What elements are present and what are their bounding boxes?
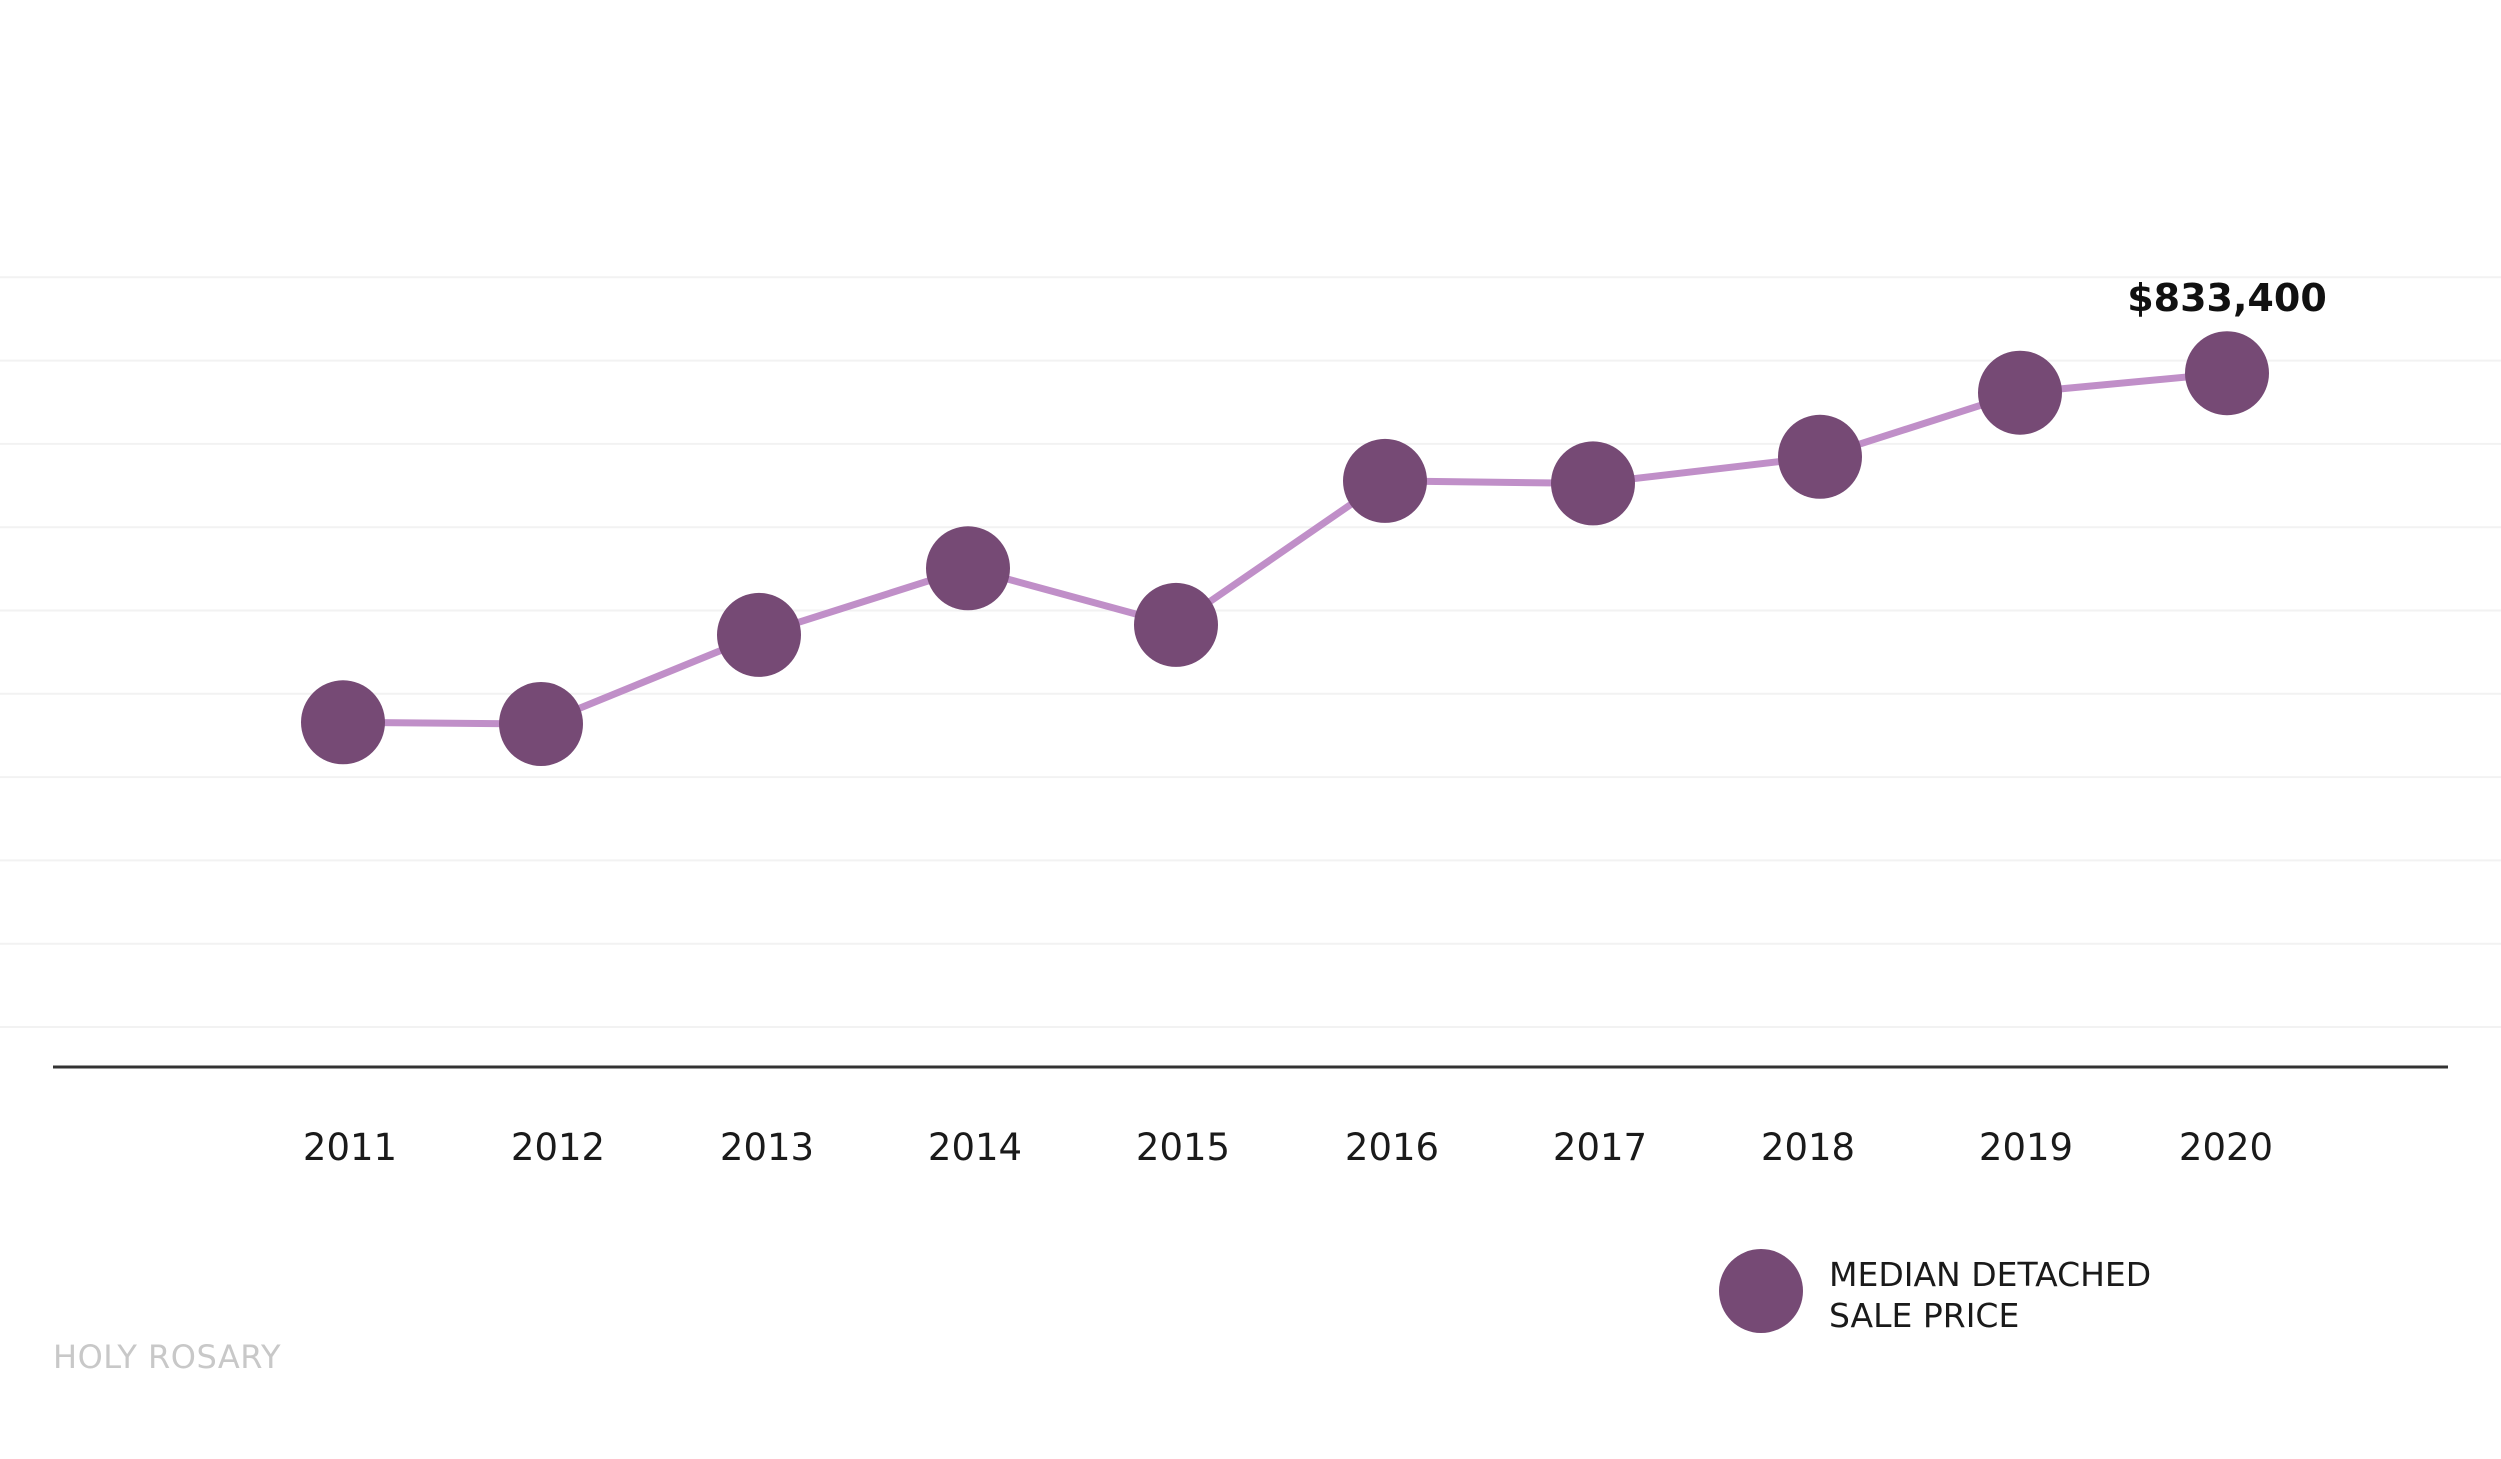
x-tick-label-2016: 2016 bbox=[1345, 1126, 1439, 1169]
x-tick-label-2012: 2012 bbox=[511, 1126, 605, 1169]
x-tick-label-2020: 2020 bbox=[2179, 1126, 2273, 1169]
x-tick-label-2013: 2013 bbox=[720, 1126, 814, 1169]
data-point-2012 bbox=[499, 682, 583, 766]
data-point-2014 bbox=[926, 526, 1010, 611]
x-tick-label-2019: 2019 bbox=[1979, 1126, 2073, 1169]
legend-marker bbox=[1719, 1249, 1803, 1333]
data-point-2016 bbox=[1343, 438, 1427, 523]
x-tick-label-2015: 2015 bbox=[1136, 1126, 1230, 1169]
data-point-2011 bbox=[301, 680, 385, 765]
data-point-2019 bbox=[1978, 350, 2062, 435]
series-markers bbox=[301, 331, 2269, 766]
labels-group: $833,400 bbox=[2127, 276, 2327, 320]
data-point-2020 bbox=[2185, 331, 2269, 416]
x-tick-label-2014: 2014 bbox=[928, 1126, 1022, 1169]
legend-label-line-1: MEDIAN DETACHED bbox=[1829, 1255, 2151, 1294]
watermark-text: HOLY ROSARY bbox=[53, 1338, 281, 1376]
x-tick-label-2011: 2011 bbox=[303, 1126, 397, 1169]
data-point-2013 bbox=[717, 592, 801, 677]
x-tick-label-2018: 2018 bbox=[1761, 1126, 1855, 1169]
gridlines bbox=[0, 276, 2501, 1028]
data-point-2018 bbox=[1778, 414, 1862, 499]
x-tick-labels: 2011 2012 2013 2014 2015 2016 2017 2018 2019 2020 bbox=[303, 1126, 2273, 1169]
x-tick-label-2017: 2017 bbox=[1553, 1126, 1647, 1169]
data-point-2017 bbox=[1551, 441, 1635, 526]
annotation-value-label: $833,400 bbox=[2127, 276, 2327, 320]
series-line-group bbox=[342, 369, 2228, 728]
legend: MEDIAN DETACHED SALE PRICE bbox=[1719, 1249, 2151, 1335]
series-line bbox=[342, 369, 2228, 728]
legend-label-line-2: SALE PRICE bbox=[1829, 1296, 2019, 1335]
data-point-2015 bbox=[1134, 582, 1218, 667]
